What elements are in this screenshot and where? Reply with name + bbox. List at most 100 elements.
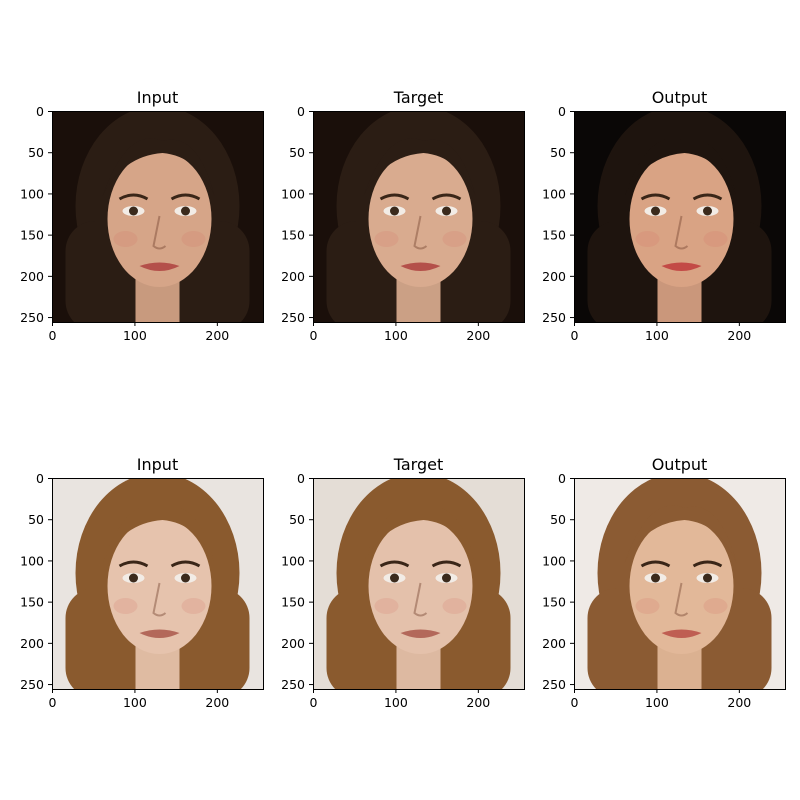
panel-title: Target [393, 88, 444, 107]
lips [139, 262, 180, 271]
face [368, 151, 473, 287]
nose [152, 582, 167, 617]
left-cheek [113, 231, 138, 247]
x-tick-label: 0 [571, 328, 579, 343]
y-tick-label: 50 [550, 145, 566, 160]
x-tick-label: 0 [49, 328, 57, 343]
right-cheek [703, 231, 728, 247]
right-cheek [181, 231, 206, 247]
y-tick-label: 250 [542, 310, 566, 325]
right-eyebrow [431, 560, 462, 568]
right-cheek [703, 598, 728, 614]
left-eye-iris [651, 573, 660, 583]
y-tick-label: 0 [36, 471, 44, 486]
x-tick-label: 0 [310, 695, 318, 710]
y-tick-label: 0 [36, 104, 44, 119]
x-tick-label: 0 [571, 695, 579, 710]
x-tick-label: 100 [123, 695, 147, 710]
lips [661, 262, 702, 271]
left-eyebrow [640, 560, 671, 568]
axes-frame [574, 478, 786, 690]
left-eyebrow [379, 560, 410, 568]
y-tick-label: 200 [542, 269, 566, 284]
nose [152, 215, 167, 250]
y-tick-label: 50 [28, 512, 44, 527]
x-tick-label: 200 [205, 328, 229, 343]
face-photo [52, 111, 263, 322]
axes-frame [313, 478, 525, 690]
y-tick-label: 150 [281, 595, 305, 610]
y-tick-label: 250 [20, 310, 44, 325]
right-eye-iris [703, 206, 712, 216]
nose [674, 582, 689, 617]
y-tick-label: 0 [558, 471, 566, 486]
panel-3: Output 0 50 100 150 200 250 0 100 200 [542, 88, 786, 343]
x-tick-label: 100 [645, 328, 669, 343]
y-tick-label: 150 [20, 228, 44, 243]
face [107, 151, 212, 287]
face [107, 518, 212, 654]
face-photo [52, 478, 263, 689]
right-eyebrow [692, 193, 723, 201]
lips [400, 262, 441, 271]
x-tick-label: 100 [384, 328, 408, 343]
y-tick-label: 150 [542, 228, 566, 243]
y-tick-label: 200 [542, 636, 566, 651]
panel-1: Input 0 50 100 150 200 250 0 100 200 [20, 88, 264, 343]
axes-frame [52, 111, 264, 323]
face-photo [574, 111, 785, 322]
left-cheek [635, 231, 660, 247]
y-tick-label: 250 [281, 677, 305, 692]
left-eye-iris [129, 573, 138, 583]
panel-title: Input [137, 455, 178, 474]
x-tick-label: 200 [466, 328, 490, 343]
axes-frame [52, 478, 264, 690]
nose [413, 215, 428, 250]
face-photo [313, 111, 524, 322]
x-tick-label: 100 [645, 695, 669, 710]
x-tick-label: 200 [727, 328, 751, 343]
y-tick-label: 250 [20, 677, 44, 692]
panel-5: Target 0 50 100 150 200 250 0 100 200 [281, 455, 525, 710]
left-eyebrow [379, 193, 410, 201]
left-eye-iris [390, 206, 399, 216]
axes-frame [313, 111, 525, 323]
y-tick-label: 150 [542, 595, 566, 610]
y-tick-label: 100 [281, 186, 305, 201]
left-cheek [635, 598, 660, 614]
left-eyebrow [118, 560, 149, 568]
right-eye-iris [181, 206, 190, 216]
left-eye-iris [651, 206, 660, 216]
left-eye-iris [129, 206, 138, 216]
panel-title: Output [652, 88, 708, 107]
y-tick-label: 0 [297, 471, 305, 486]
face [629, 518, 734, 654]
right-eye-iris [181, 573, 190, 583]
left-eyebrow [118, 193, 149, 201]
y-tick-label: 50 [550, 512, 566, 527]
left-eye-iris [390, 573, 399, 583]
x-tick-label: 200 [205, 695, 229, 710]
nose [413, 582, 428, 617]
hair-fringe [363, 505, 476, 563]
right-eyebrow [692, 560, 723, 568]
right-eye-iris [442, 573, 451, 583]
panel-2: Target 0 50 100 150 200 250 0 100 200 [281, 88, 525, 343]
left-eyebrow [640, 193, 671, 201]
x-tick-label: 0 [49, 695, 57, 710]
y-tick-label: 0 [297, 104, 305, 119]
lips [661, 629, 702, 638]
x-tick-label: 200 [727, 695, 751, 710]
right-cheek [181, 598, 206, 614]
hair-fringe [102, 505, 215, 563]
right-cheek [442, 598, 467, 614]
y-tick-label: 200 [20, 269, 44, 284]
right-eye-iris [703, 573, 712, 583]
y-tick-label: 100 [542, 553, 566, 568]
panel-title: Output [652, 455, 708, 474]
face [629, 151, 734, 287]
left-cheek [113, 598, 138, 614]
panel-title: Input [137, 88, 178, 107]
lips [400, 629, 441, 638]
